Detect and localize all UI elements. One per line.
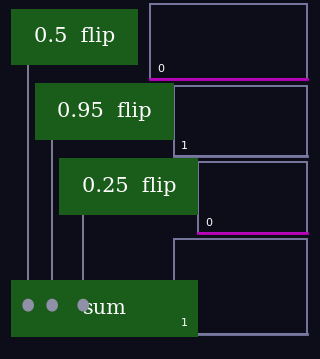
Bar [198,162,307,233]
Text: 1: 1 [181,141,188,151]
Text: 0: 0 [205,218,212,228]
Circle shape [47,299,57,311]
Text: 0.25  flip: 0.25 flip [82,177,176,196]
Text: 0.95  flip: 0.95 flip [58,102,152,121]
Text: 0: 0 [157,64,164,74]
Bar [11,280,198,337]
Text: sum: sum [83,299,127,318]
Bar [59,158,198,215]
Circle shape [23,299,33,311]
Bar [174,239,307,334]
Text: 0.5  flip: 0.5 flip [34,27,115,46]
Bar [174,86,307,156]
Text: 1: 1 [181,318,188,328]
Bar [150,4,307,79]
Bar [35,83,174,140]
Circle shape [78,299,88,311]
Bar [11,9,138,65]
